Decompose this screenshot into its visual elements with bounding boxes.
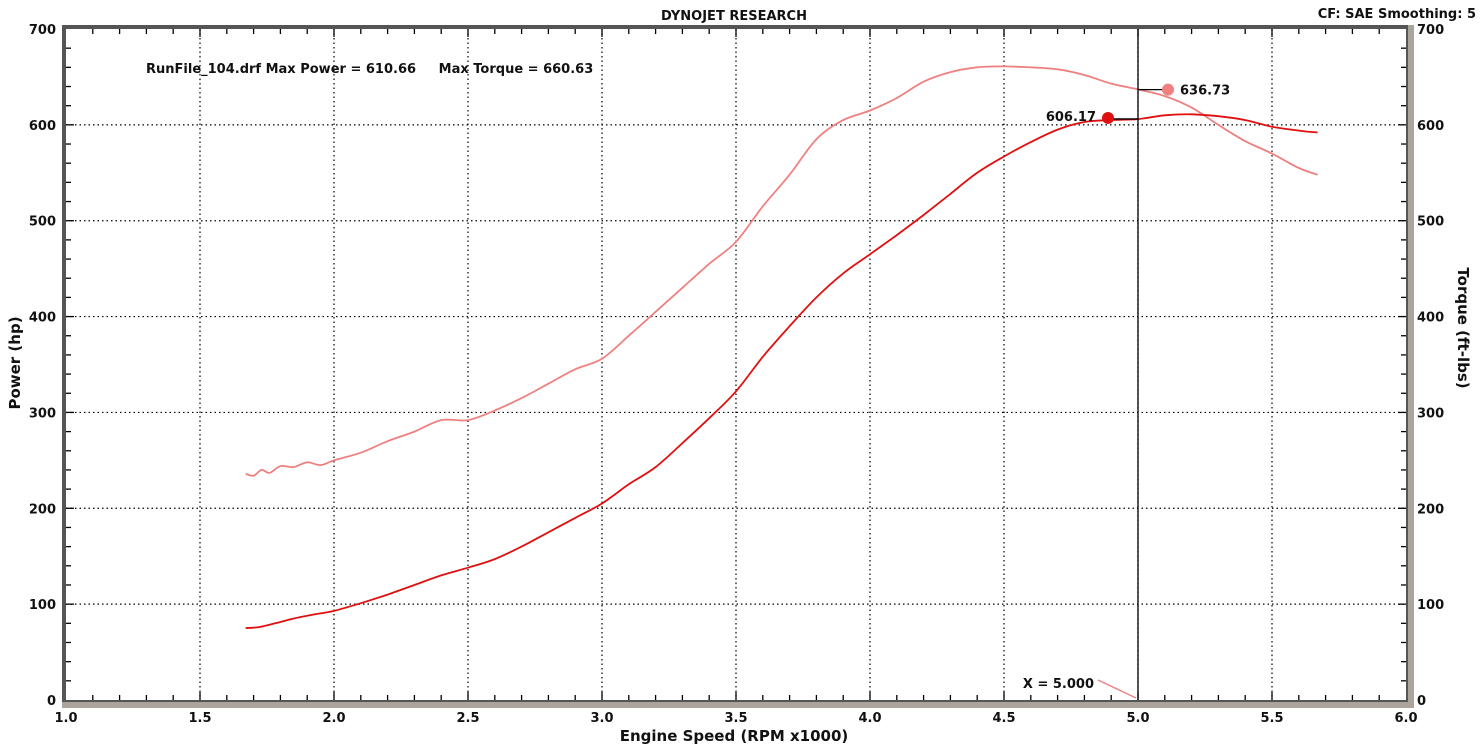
x-tick-label: 1.5 [188, 711, 211, 726]
chart-labels: DYNOJET RESEARCH CF: SAE Smoothing: 5 Ru… [6, 7, 1476, 745]
y-tick-label-left: 300 [29, 406, 56, 421]
x-tick-label: 5.0 [1126, 711, 1149, 726]
power-marker-dot [1102, 111, 1114, 124]
y-tick-label-right: 700 [1417, 23, 1444, 38]
header-right: CF: SAE Smoothing: 5 [1318, 7, 1476, 22]
y-tick-label-right: 600 [1417, 119, 1444, 134]
x-tick-label: 1.0 [54, 711, 77, 726]
y-tick-label-right: 200 [1417, 502, 1444, 517]
power-marker-label: 606.17 [1046, 110, 1096, 125]
x-tick-label: 3.0 [590, 711, 613, 726]
x-tick-label: 2.0 [322, 711, 345, 726]
x-tick-label: 6.0 [1394, 711, 1417, 726]
y-tick-label-right: 400 [1417, 311, 1444, 326]
x-axis-label: Engine Speed (RPM x1000) [620, 727, 849, 745]
y-tick-label-left: 500 [29, 215, 56, 230]
plot-frame [62, 25, 1414, 708]
x-readout-leader [1097, 679, 1137, 699]
y-tick-label-left: 200 [29, 502, 56, 517]
x-tick-label: 3.5 [724, 711, 747, 726]
y-axis-label-right: Torque (ft-lbs) [1454, 267, 1472, 388]
x-tick-label: 2.5 [456, 711, 479, 726]
y-tick-label-right: 500 [1417, 215, 1444, 230]
y-tick-label-right: 100 [1417, 598, 1444, 613]
chart-title: DYNOJET RESEARCH [661, 9, 807, 24]
y-tick-label-right: 300 [1417, 406, 1444, 421]
torque-marker-dot [1162, 83, 1174, 96]
x-tick-label: 5.5 [1260, 711, 1283, 726]
x-readout-label: X = 5.000 [1023, 677, 1094, 692]
y-tick-label-left: 600 [29, 119, 56, 134]
y-tick-label-left: 100 [29, 598, 56, 613]
x-tick-label: 4.5 [992, 711, 1015, 726]
y-tick-label-right: 0 [1417, 694, 1426, 709]
y-axis-label-left: Power (hp) [6, 316, 24, 409]
cursor-layer: 606.17 636.73 X = 5.000 [1023, 29, 1230, 700]
y-tick-label-left: 400 [29, 311, 56, 326]
run-annotation: RunFile_104.drf Max Power = 610.66 Max T… [146, 62, 593, 77]
torque-marker-label: 636.73 [1180, 84, 1230, 99]
x-tick-label: 4.0 [858, 711, 881, 726]
series-line-torque [245, 65, 1318, 477]
y-tick-label-left: 700 [29, 23, 56, 38]
y-tick-label-left: 0 [47, 694, 56, 709]
plot-area [66, 29, 1406, 700]
